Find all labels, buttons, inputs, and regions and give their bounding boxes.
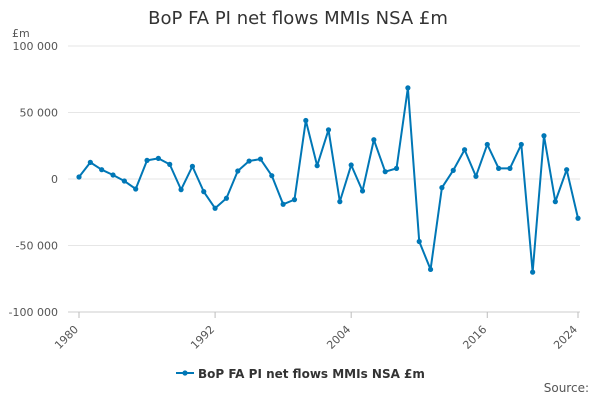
data-point <box>99 167 105 173</box>
data-point <box>303 117 309 124</box>
data-point <box>314 163 320 169</box>
data-point <box>121 178 127 184</box>
y-tick-label: 50 000 <box>20 107 59 120</box>
data-point <box>530 269 536 275</box>
data-point <box>496 165 502 171</box>
data-point <box>416 238 422 245</box>
data-point <box>257 156 264 162</box>
data-point <box>541 133 547 139</box>
data-point <box>575 215 581 221</box>
series-layer <box>76 85 581 275</box>
data-point <box>564 167 570 173</box>
y-tick-label: 0 <box>51 173 58 186</box>
data-point <box>439 185 445 191</box>
data-point <box>223 195 230 201</box>
y-tick-label: -100 000 <box>9 306 58 319</box>
y-axis-unit: £m <box>12 27 30 40</box>
data-point <box>269 173 275 179</box>
data-point <box>133 186 139 192</box>
source-label: Source: <box>544 381 589 395</box>
data-point <box>235 168 241 174</box>
x-tick-label: 1992 <box>188 323 217 352</box>
data-point <box>87 159 93 165</box>
data-point <box>167 161 173 167</box>
legend: BoP FA PI net flows MMIs NSA £m <box>176 367 425 381</box>
data-point <box>405 85 411 91</box>
x-tick-label: 2004 <box>324 323 353 352</box>
data-point <box>371 137 377 143</box>
grid <box>68 45 580 313</box>
x-tick-label: 2016 <box>460 323 489 352</box>
legend-label: BoP FA PI net flows MMIs NSA £m <box>198 367 425 381</box>
x-tick-label: 1980 <box>52 323 81 352</box>
legend-marker-swatch <box>182 370 188 376</box>
data-point <box>427 266 434 273</box>
data-point <box>337 199 343 205</box>
data-point <box>507 165 513 171</box>
data-point <box>382 169 388 175</box>
data-point <box>212 205 218 211</box>
data-point <box>155 155 161 161</box>
data-point <box>291 197 298 203</box>
data-point <box>359 188 366 194</box>
data-point <box>110 172 116 178</box>
series-line <box>78 86 579 274</box>
data-point <box>484 141 490 148</box>
data-point <box>461 147 468 153</box>
data-point <box>473 173 479 179</box>
y-tick-label: -50 000 <box>16 240 58 253</box>
data-point <box>450 167 456 173</box>
data-point <box>552 199 558 205</box>
data-point <box>325 127 332 133</box>
y-tick-label: 100 000 <box>13 40 59 53</box>
data-point <box>246 158 252 164</box>
data-point <box>189 163 196 169</box>
data-point <box>280 201 286 207</box>
x-tick-label: 2024 <box>551 323 580 352</box>
data-point <box>144 157 150 163</box>
data-point <box>393 165 400 171</box>
data-point <box>201 189 207 195</box>
data-point <box>348 162 354 168</box>
axes <box>68 311 580 318</box>
data-point <box>178 187 184 193</box>
chart-title: BoP FA PI net flows MMIs NSA £m <box>148 8 448 29</box>
data-point <box>518 141 524 148</box>
data-point <box>76 174 82 180</box>
